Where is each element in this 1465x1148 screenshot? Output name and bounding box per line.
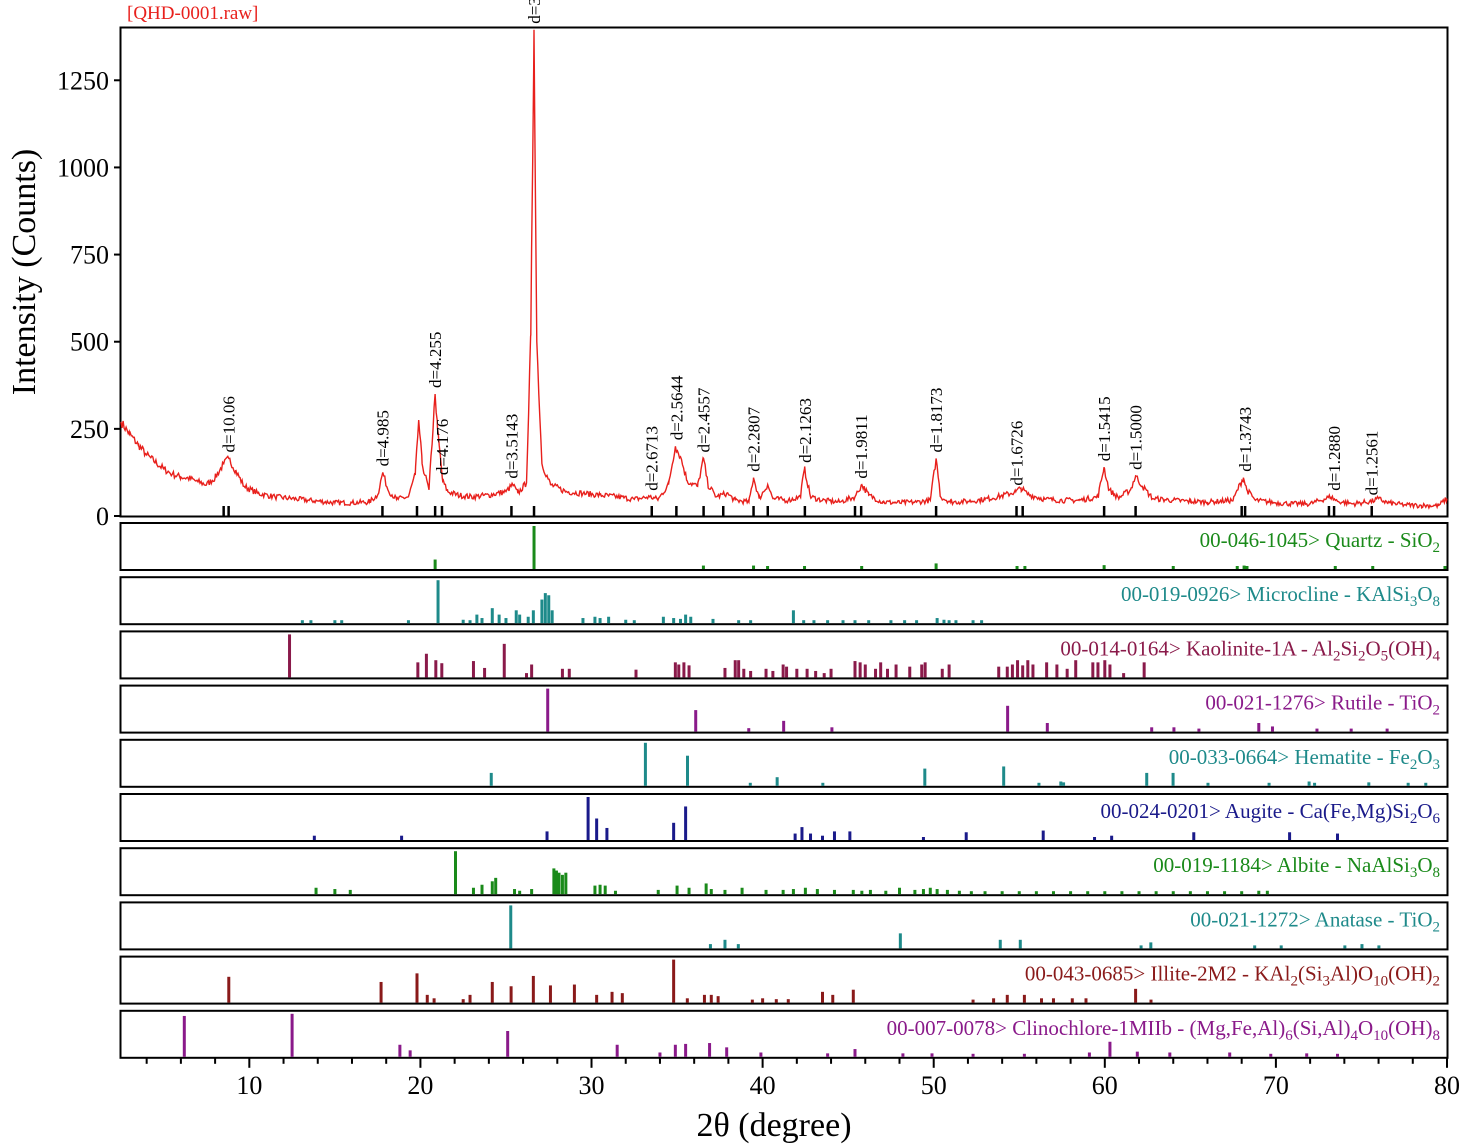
- phase-label: 00-033-0664> Hematite - Fe2O3: [1169, 745, 1440, 773]
- y-axis-label: Intensity (Counts): [6, 149, 43, 395]
- y-tick-label: 1000: [57, 153, 109, 182]
- phase-panel: 00-021-1276> Rutile - TiO2: [119, 684, 1449, 734]
- phase-panel: 00-046-1045> Quartz - SiO2: [119, 522, 1449, 571]
- peak-label: d=1.5000: [1127, 405, 1146, 470]
- peak-markers: [222, 506, 1373, 516]
- x-tick-label: 70: [1263, 1071, 1289, 1100]
- x-tick-label: 40: [750, 1071, 776, 1100]
- peak-label: d=3.5143: [502, 414, 521, 479]
- x-tick-label: 20: [407, 1071, 433, 1100]
- peak-label: d=1.8173: [927, 388, 946, 453]
- peak-label: d=4.985: [373, 410, 392, 466]
- peak-label: d=2.2807: [745, 406, 764, 471]
- x-tick-label: 80: [1434, 1071, 1460, 1100]
- x-axis-label: 2θ (degree): [696, 1107, 851, 1144]
- phase-label: 00-007-0078> Clinochlore-1MIIb - (Mg,Fe,…: [887, 1016, 1440, 1044]
- y-tick-label: 250: [70, 415, 109, 444]
- phase-label: 00-021-1276> Rutile - TiO2: [1205, 691, 1440, 719]
- peak-label: d=10.06: [220, 396, 239, 452]
- phase-label: 00-021-1272> Anatase - TiO2: [1190, 907, 1440, 935]
- phase-panel-frame: [119, 738, 1449, 788]
- phase-panel-frame: [119, 684, 1449, 734]
- phase-panels: 00-046-1045> Quartz - SiO2 00-019-0926> M…: [119, 522, 1449, 1059]
- peak-label: d=1.2880: [1325, 426, 1344, 491]
- peak-label: d=3.3432: [525, 0, 544, 24]
- phase-panel: 00-019-0926> Microcline - KAlSi3O8: [119, 576, 1449, 626]
- y-axis: 0 250 500 750 1000 1250: [57, 66, 121, 531]
- x-tick-label: 30: [579, 1071, 605, 1100]
- phase-label: 00-014-0164> Kaolinite-1A - Al2Si2O5(OH)…: [1060, 636, 1440, 664]
- x-tick-label: 10: [236, 1071, 262, 1100]
- peak-label: d=2.6713: [643, 426, 662, 491]
- pattern-line: [120, 29, 1448, 510]
- phase-panel: 00-007-0078> Clinochlore-1MIIb - (Mg,Fe,…: [119, 1009, 1449, 1059]
- peak-label: d=1.3743: [1236, 407, 1255, 472]
- y-tick-label: 1250: [57, 66, 109, 95]
- phase-label: 00-019-0926> Microcline - KAlSi3O8: [1121, 582, 1440, 610]
- phase-panel: 00-033-0664> Hematite - Fe2O3: [119, 738, 1449, 788]
- phase-panel-frame: [119, 955, 1449, 1005]
- phase-panel-frame: [119, 793, 1449, 842]
- phase-label: 00-046-1045> Quartz - SiO2: [1200, 528, 1440, 556]
- phase-panel: 00-024-0201> Augite - Ca(Fe,Mg)Si2O6: [119, 793, 1449, 842]
- peak-labels: d=10.06 d=4.985 d=4.255 d=4.176 d=3.5143 d=3.…: [220, 0, 1382, 495]
- y-tick-label: 500: [70, 328, 109, 357]
- phase-panel: 00-043-0685> Illite-2M2 - KAl2(Si3Al)O10…: [119, 955, 1449, 1005]
- phase-panel-frame: [119, 901, 1449, 951]
- y-tick-label: 0: [96, 502, 109, 531]
- peak-label: d=4.176: [433, 419, 452, 475]
- peak-label: d=1.9811: [852, 414, 871, 478]
- phase-label: 00-043-0685> Illite-2M2 - KAl2(Si3Al)O10…: [1025, 962, 1440, 990]
- phase-panel-frame: [119, 1009, 1449, 1059]
- main-plot-frame: [119, 26, 1449, 518]
- phase-panel-frame: [119, 847, 1449, 897]
- y-tick-label: 750: [70, 241, 109, 270]
- peak-label: d=1.2561: [1363, 431, 1382, 496]
- phase-panel: 00-021-1272> Anatase - TiO2: [119, 901, 1449, 951]
- peak-label: d=2.1263: [796, 398, 815, 463]
- phase-panel: 00-019-1184> Albite - NaAlSi3O8: [119, 847, 1449, 897]
- x-tick-label: 60: [1092, 1071, 1118, 1100]
- peak-label: d=2.5644: [667, 375, 686, 440]
- phase-panel: 00-014-0164> Kaolinite-1A - Al2Si2O5(OH)…: [119, 630, 1449, 680]
- peak-label: d=1.6726: [1008, 421, 1027, 486]
- x-axis: 10 20 30 40 50 60 70 80: [145, 1057, 1460, 1100]
- phase-panel-frame: [119, 576, 1449, 626]
- phase-label: 00-024-0201> Augite - Ca(Fe,Mg)Si2O6: [1101, 799, 1441, 827]
- phase-panel-frame: [119, 630, 1449, 680]
- phase-label: 00-019-1184> Albite - NaAlSi3O8: [1153, 853, 1440, 881]
- peak-label: d=4.255: [426, 332, 445, 388]
- peak-label: d=1.5415: [1095, 396, 1114, 461]
- pattern-layer: [120, 29, 1448, 510]
- peak-label: d=2.4557: [695, 387, 714, 452]
- file-label: [QHD-0001.raw]: [127, 3, 258, 24]
- x-tick-label: 50: [921, 1071, 947, 1100]
- phase-panel-frame: [119, 522, 1449, 571]
